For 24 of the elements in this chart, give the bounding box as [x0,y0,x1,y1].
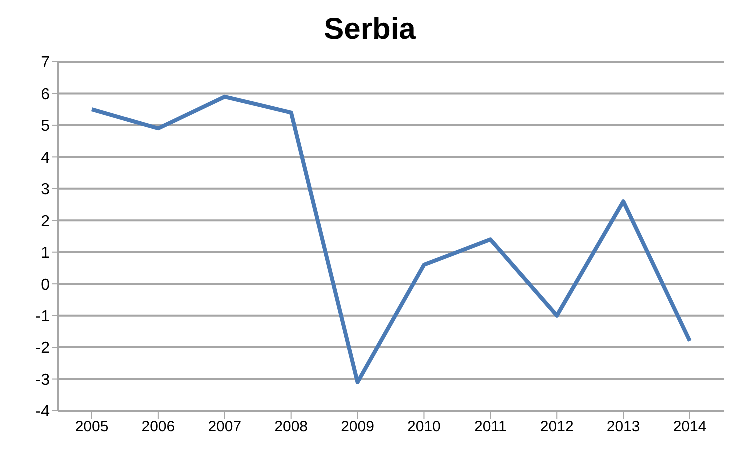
y-tick-label: 2 [41,213,50,230]
y-tick-label: 7 [41,54,50,72]
x-tick-label: 2012 [540,418,574,436]
y-tick-label: -4 [36,404,50,421]
y-tick-label: 1 [41,245,50,262]
x-tick-label: 2014 [673,418,707,436]
x-tick-label: 2006 [142,418,176,436]
x-tick-label: 2005 [75,418,109,436]
y-tick-label: 3 [41,182,50,199]
x-tick-label: 2013 [606,418,640,436]
chart-title: Serbia [323,12,417,48]
y-tick-label: -3 [36,372,50,389]
y-tick-label: -2 [36,340,50,358]
y-tick-label: 6 [41,86,50,104]
y-tick-label: -1 [36,308,50,326]
x-tick-label: 2011 [474,418,507,436]
y-tick-label: 0 [41,276,50,294]
x-tick-label: 2008 [274,418,308,436]
x-tick-label: 2010 [408,418,441,436]
x-tick-label: 2009 [341,418,374,436]
x-tick-label: 2007 [208,418,242,436]
line-series [90,94,692,384]
y-tick-label: 5 [41,118,50,136]
y-tick-label: 4 [41,150,50,167]
